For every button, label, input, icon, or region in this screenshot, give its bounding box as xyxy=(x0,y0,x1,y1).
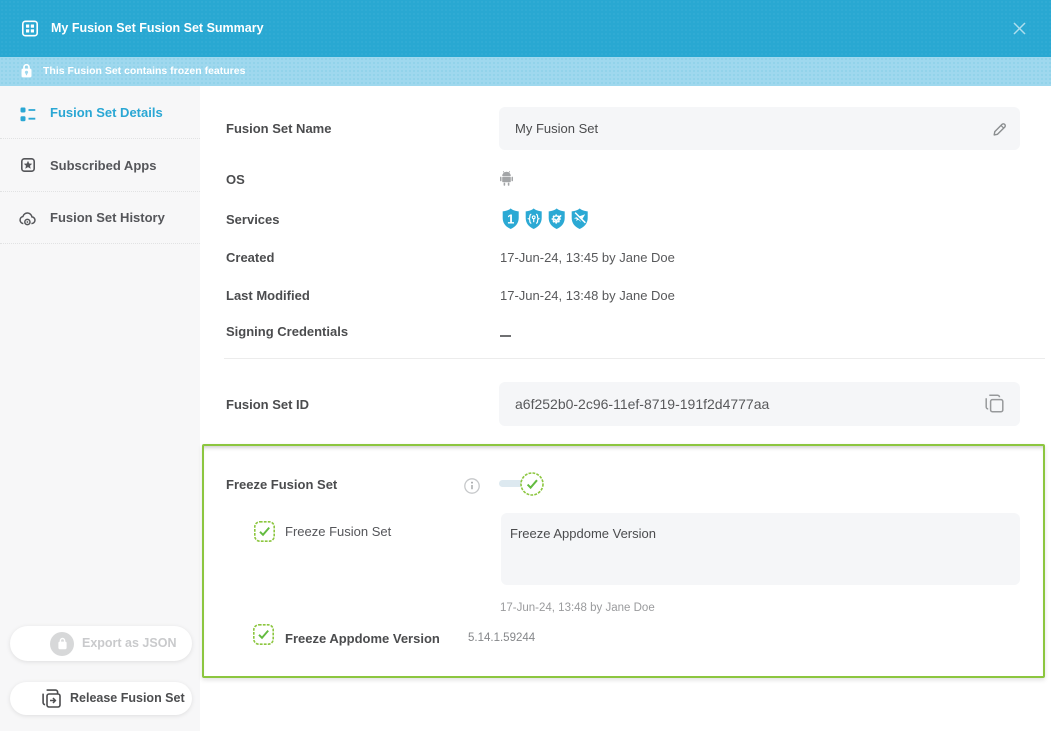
svg-text:1: 1 xyxy=(507,212,514,227)
